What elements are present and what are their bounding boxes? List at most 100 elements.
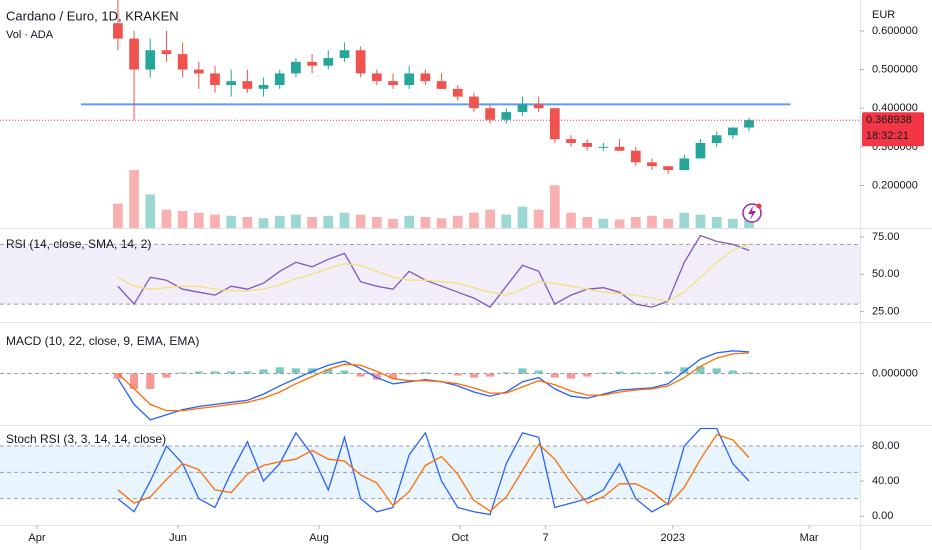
candle-body: [469, 96, 479, 109]
candle-body: [420, 73, 431, 82]
y-tick-label: 0.400000: [872, 102, 918, 114]
y-tick-label: 0.200000: [872, 179, 918, 191]
icon-dot[interactable]: [756, 203, 762, 209]
histogram-bar: [728, 370, 737, 374]
candle-body: [436, 81, 447, 89]
indicator-line: [117, 234, 750, 308]
histogram-bar: [421, 372, 430, 374]
volume-bar: [744, 219, 754, 228]
candle-body: [566, 139, 576, 143]
lightning-icon[interactable]: [742, 203, 762, 223]
histogram-bar: [324, 369, 333, 374]
candle-body: [452, 88, 463, 97]
y-tick-label: 0.000000: [872, 367, 918, 379]
histogram-bar: [615, 371, 624, 374]
icon-bolt[interactable]: [748, 206, 756, 220]
volume-bar: [274, 215, 285, 228]
volume-bar: [501, 214, 512, 228]
volume-bar: [355, 214, 366, 228]
candle-body: [323, 57, 334, 66]
volume-bar: [291, 214, 301, 228]
candle-body: [291, 61, 301, 74]
histogram-bar: [194, 371, 203, 374]
currency-label: EUR: [872, 9, 895, 21]
candle-body: [533, 104, 544, 109]
y-tick-label: 40.00: [872, 475, 900, 487]
histogram-bar: [502, 372, 511, 374]
candle-body: [226, 81, 237, 86]
histogram-bar: [680, 367, 689, 374]
histogram-bar: [388, 373, 398, 379]
candle-body: [404, 73, 415, 86]
candle-body: [485, 108, 495, 120]
candle-body: [549, 108, 560, 140]
x-tick-label: 2023: [660, 532, 684, 544]
candle-body: [210, 73, 220, 86]
histogram-bar: [599, 372, 608, 374]
indicator-line: [117, 352, 750, 412]
candle-body: [598, 146, 609, 148]
y-tick-label: 0.500000: [872, 63, 918, 75]
volume-bar: [210, 214, 220, 228]
histogram-bar: [243, 371, 252, 374]
volume-bar: [420, 217, 431, 228]
y-tick-label: 25.00: [872, 305, 900, 317]
volume-bar: [679, 212, 690, 228]
histogram-bar: [518, 368, 527, 374]
histogram-bar: [356, 373, 365, 377]
price-label-box: [862, 112, 924, 147]
volume-bar: [485, 209, 495, 228]
volume-bar: [177, 210, 188, 228]
volume-bar: [727, 218, 738, 228]
candle-body: [177, 54, 188, 70]
y-tick-label: 75.00: [872, 231, 900, 243]
volume-bar: [258, 218, 269, 228]
histogram-bar: [113, 373, 122, 379]
x-tick-label: 7: [543, 532, 549, 544]
x-tick-label: Jun: [169, 532, 187, 544]
volume-bar: [129, 170, 139, 228]
chart-subtitle: Vol · ADA: [6, 29, 54, 41]
histogram-bar: [372, 373, 381, 380]
histogram-bar: [486, 373, 495, 377]
histogram-bar: [259, 369, 268, 374]
candle-body: [161, 50, 172, 55]
candle-body: [193, 69, 204, 74]
candle-body: [371, 73, 382, 82]
candle-body: [355, 50, 366, 74]
volume-bar: [404, 215, 415, 228]
histogram-bar: [534, 370, 543, 374]
candle-body: [614, 146, 625, 151]
candle-body: [647, 162, 657, 167]
price-label: 0.368938: [866, 114, 912, 126]
histogram-bar: [405, 373, 414, 375]
candle-body: [258, 85, 269, 89]
volume-bar: [113, 203, 123, 228]
x-tick-label: Aug: [309, 532, 329, 544]
volume-bar: [647, 215, 657, 228]
volume-bar: [630, 217, 641, 228]
volume-bar: [371, 217, 382, 228]
histogram-bar: [583, 373, 592, 377]
volume-bar: [436, 218, 447, 228]
candle-body: [307, 61, 317, 66]
x-tick-label: Oct: [451, 532, 468, 544]
volume-bar: [388, 218, 398, 228]
candle-body: [388, 81, 398, 86]
volume-bar: [193, 212, 204, 228]
volume-bar: [549, 185, 560, 228]
histogram-bar: [178, 372, 187, 374]
indicator-line: [117, 427, 750, 516]
histogram-bar: [469, 373, 478, 378]
histogram-bar: [291, 368, 300, 374]
volume-bar: [695, 214, 706, 228]
histogram-bar: [696, 366, 705, 374]
volume-bar: [663, 218, 673, 228]
histogram-bar: [340, 370, 349, 374]
volume-bar: [242, 217, 253, 228]
histogram-bar: [631, 372, 640, 374]
